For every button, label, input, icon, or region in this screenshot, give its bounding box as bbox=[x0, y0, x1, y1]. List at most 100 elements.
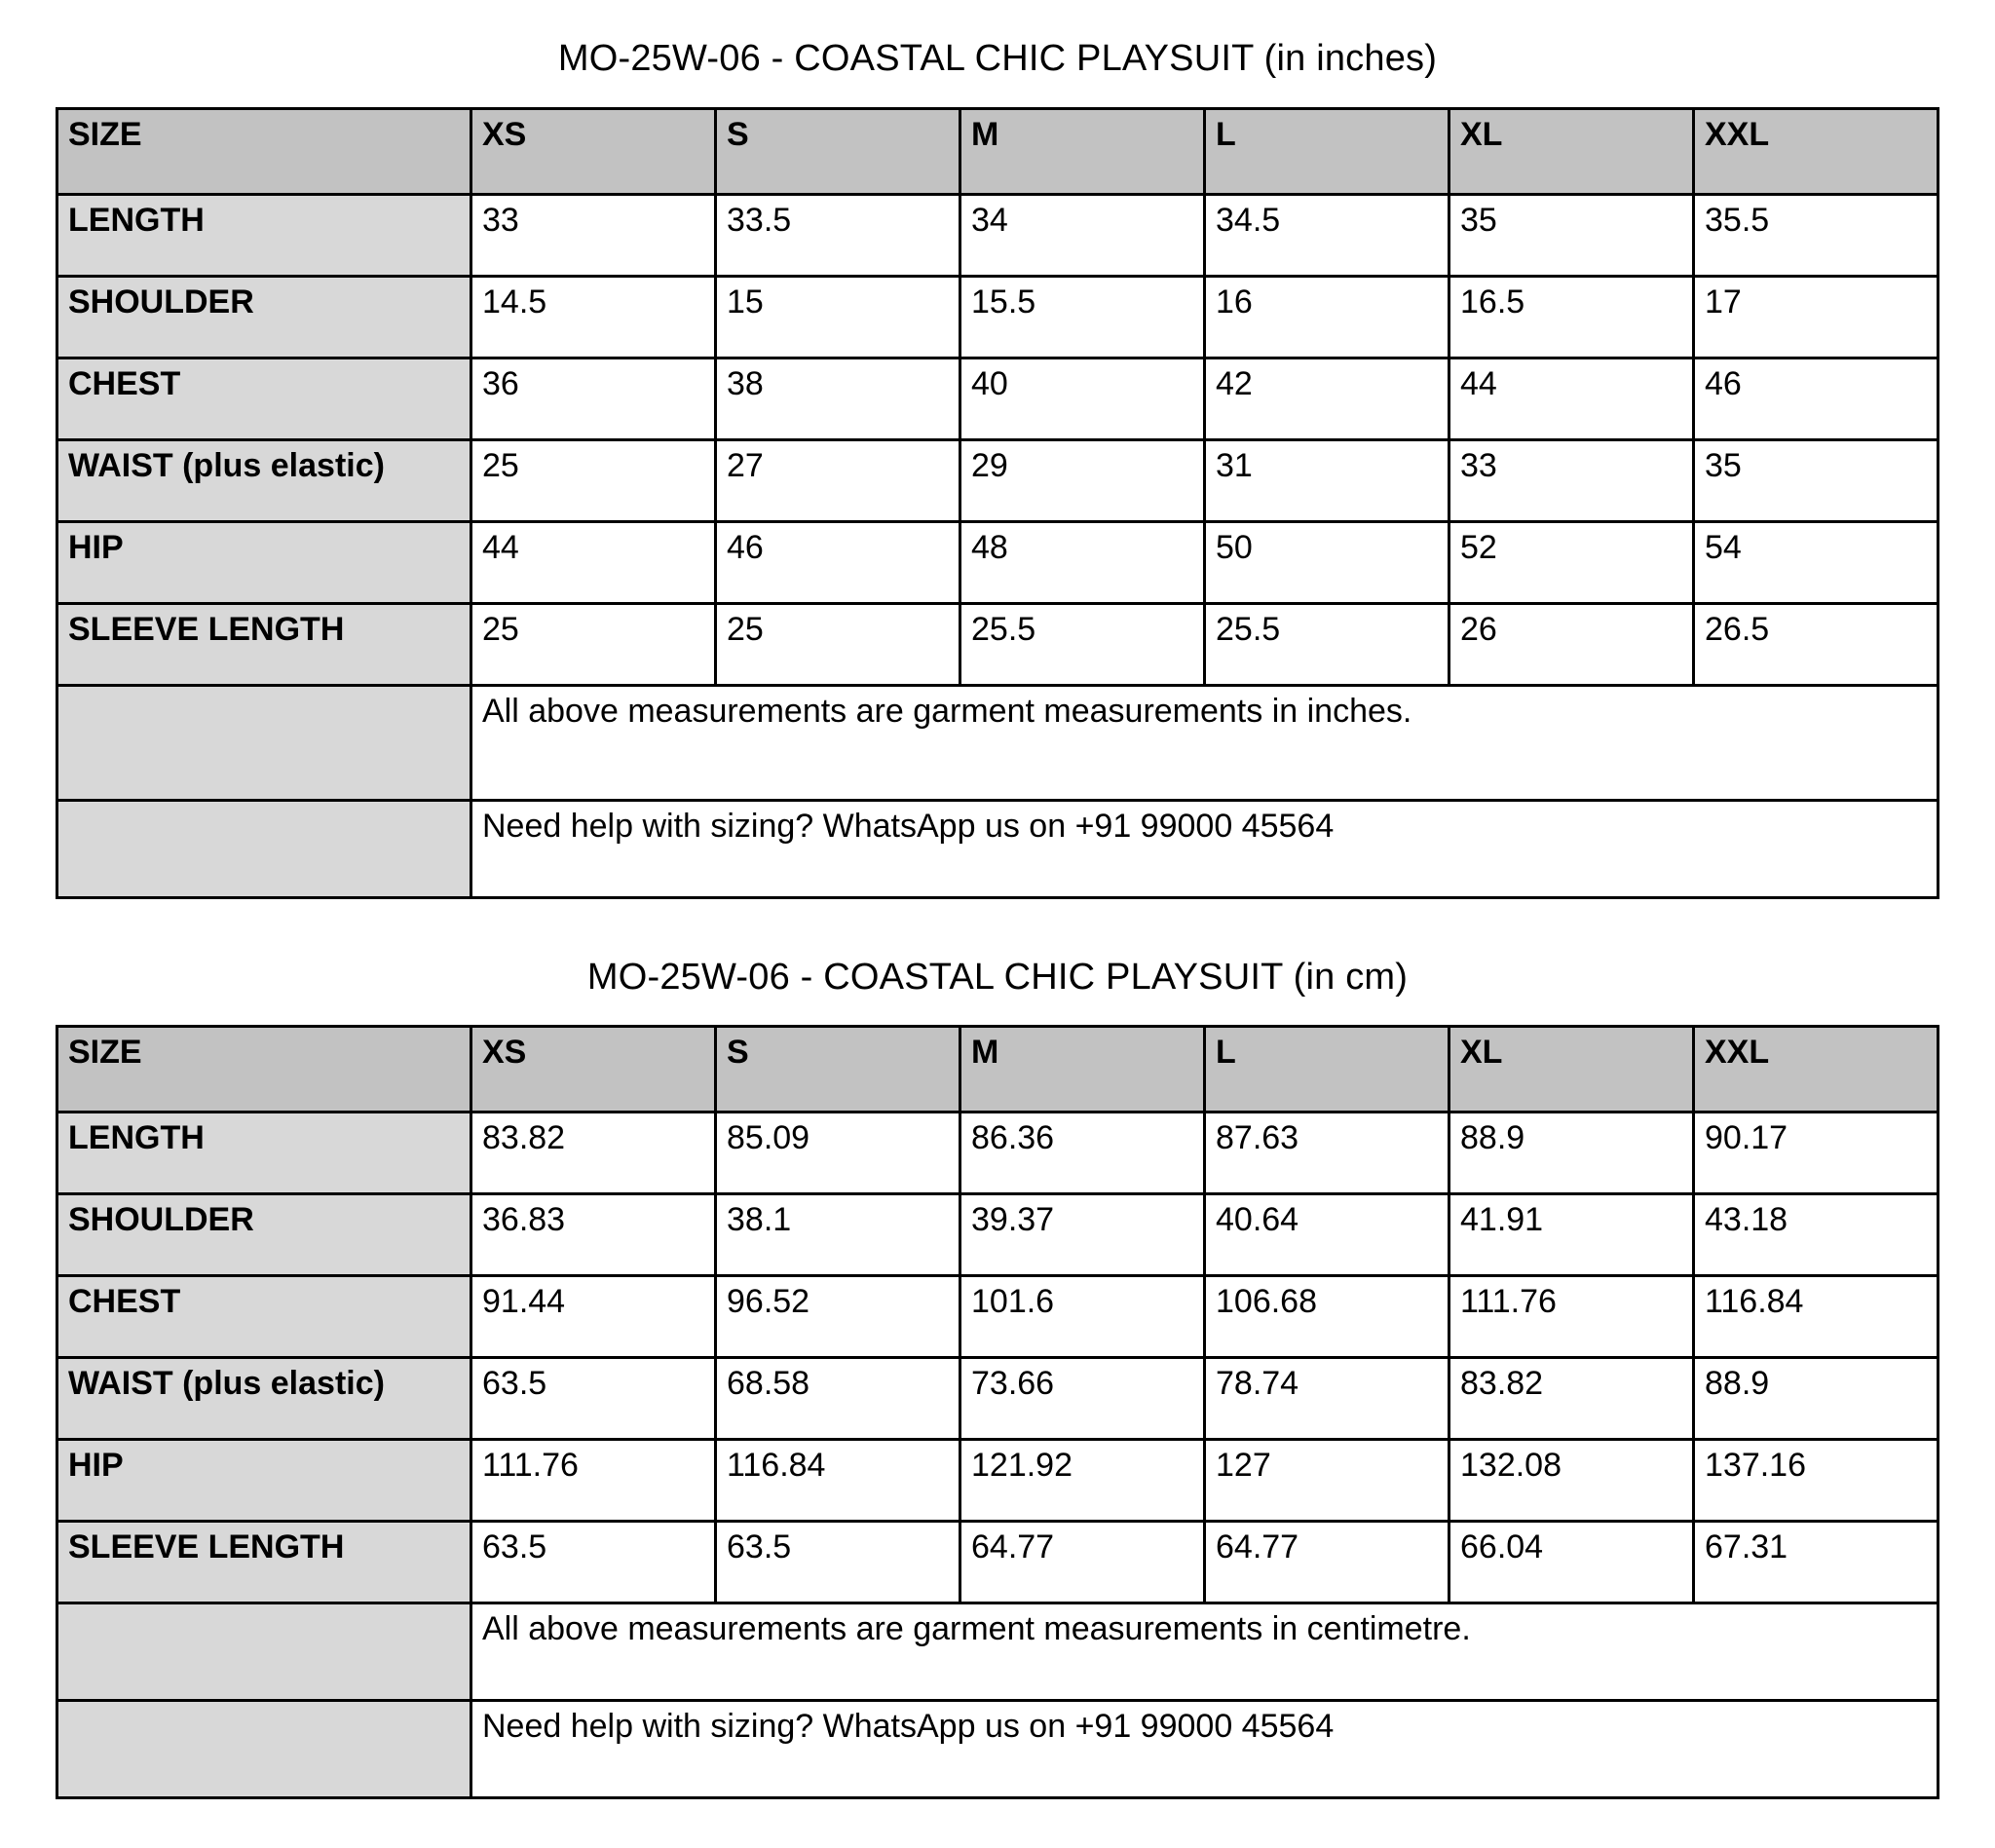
cell-chest-m: 40 bbox=[959, 356, 1206, 441]
column-header-size: SIZE bbox=[56, 1025, 472, 1114]
cell-hip-xxl: 137.16 bbox=[1692, 1438, 1939, 1524]
cell-shoulder-m: 15.5 bbox=[959, 274, 1206, 359]
cell-sleeve-length-m: 64.77 bbox=[959, 1520, 1206, 1605]
table-row: LENGTH 33 33.5 34 34.5 35 35.5 bbox=[56, 192, 1939, 278]
table-row: CHEST 36 38 40 42 44 46 bbox=[56, 356, 1939, 441]
cell-waist-l: 78.74 bbox=[1203, 1356, 1450, 1442]
cell-length-xl: 88.9 bbox=[1448, 1111, 1695, 1196]
note-row-help: Need help with sizing? WhatsApp us on +9… bbox=[56, 798, 1939, 899]
row-label-hip: HIP bbox=[56, 519, 472, 605]
cell-waist-xxl: 88.9 bbox=[1692, 1356, 1939, 1442]
cell-chest-xs: 91.44 bbox=[470, 1274, 717, 1360]
cell-chest-l: 106.68 bbox=[1203, 1274, 1450, 1360]
cell-chest-xxl: 116.84 bbox=[1692, 1274, 1939, 1360]
note-blank-cell bbox=[56, 1602, 472, 1703]
cell-waist-s: 68.58 bbox=[714, 1356, 961, 1442]
cell-length-s: 33.5 bbox=[714, 192, 961, 278]
row-label-sleeve-length: SLEEVE LENGTH bbox=[56, 1520, 472, 1605]
cell-length-xxl: 35.5 bbox=[1692, 192, 1939, 278]
column-header-xxl: XXL bbox=[1692, 106, 1939, 196]
row-label-length: LENGTH bbox=[56, 192, 472, 278]
table-row: HIP 111.76 116.84 121.92 127 132.08 137.… bbox=[56, 1438, 1939, 1524]
cell-length-xs: 83.82 bbox=[470, 1111, 717, 1196]
column-header-s: S bbox=[714, 106, 961, 196]
cell-shoulder-m: 39.37 bbox=[959, 1192, 1206, 1278]
cell-sleeve-length-l: 25.5 bbox=[1203, 601, 1450, 687]
row-label-chest: CHEST bbox=[56, 356, 472, 441]
cell-shoulder-s: 15 bbox=[714, 274, 961, 359]
cell-chest-xl: 111.76 bbox=[1448, 1274, 1695, 1360]
cell-shoulder-s: 38.1 bbox=[714, 1192, 961, 1278]
column-header-xs: XS bbox=[470, 1025, 717, 1114]
cm-chart-block: MO-25W-06 - COASTAL CHIC PLAYSUIT (in cm… bbox=[0, 899, 1995, 1800]
cell-shoulder-xl: 41.91 bbox=[1448, 1192, 1695, 1278]
column-header-xs: XS bbox=[470, 106, 717, 196]
cell-hip-l: 127 bbox=[1203, 1438, 1450, 1524]
cell-hip-m: 121.92 bbox=[959, 1438, 1206, 1524]
cell-hip-m: 48 bbox=[959, 519, 1206, 605]
cell-chest-xl: 44 bbox=[1448, 356, 1695, 441]
note-whatsapp-text: Need help with sizing? WhatsApp us on +9… bbox=[470, 798, 1939, 899]
inches-chart-block: MO-25W-06 - COASTAL CHIC PLAYSUIT (in in… bbox=[0, 0, 1995, 899]
cell-waist-m: 29 bbox=[959, 437, 1206, 523]
column-header-m: M bbox=[959, 106, 1206, 196]
cell-shoulder-l: 40.64 bbox=[1203, 1192, 1450, 1278]
row-label-hip: HIP bbox=[56, 1438, 472, 1524]
cell-length-l: 34.5 bbox=[1203, 192, 1450, 278]
row-label-length: LENGTH bbox=[56, 1111, 472, 1196]
cell-waist-xl: 83.82 bbox=[1448, 1356, 1695, 1442]
column-header-size: SIZE bbox=[56, 106, 472, 196]
column-header-l: L bbox=[1203, 1025, 1450, 1114]
table-row: SHOULDER 14.5 15 15.5 16 16.5 17 bbox=[56, 274, 1939, 359]
cell-chest-xxl: 46 bbox=[1692, 356, 1939, 441]
cell-chest-l: 42 bbox=[1203, 356, 1450, 441]
note-row-units: All above measurements are garment measu… bbox=[56, 1602, 1939, 1703]
row-label-chest: CHEST bbox=[56, 1274, 472, 1360]
table-row: WAIST (plus elastic) 25 27 29 31 33 35 bbox=[56, 437, 1939, 523]
cell-waist-l: 31 bbox=[1203, 437, 1450, 523]
note-row-units: All above measurements are garment measu… bbox=[56, 683, 1939, 802]
note-blank-cell bbox=[56, 798, 472, 899]
cell-hip-xs: 44 bbox=[470, 519, 717, 605]
cell-shoulder-l: 16 bbox=[1203, 274, 1450, 359]
cell-hip-xl: 52 bbox=[1448, 519, 1695, 605]
cell-length-s: 85.09 bbox=[714, 1111, 961, 1196]
note-units-text: All above measurements are garment measu… bbox=[470, 1602, 1939, 1703]
note-blank-cell bbox=[56, 1699, 472, 1800]
cell-sleeve-length-m: 25.5 bbox=[959, 601, 1206, 687]
cell-hip-s: 46 bbox=[714, 519, 961, 605]
cm-table-title: MO-25W-06 - COASTAL CHIC PLAYSUIT (in cm… bbox=[586, 956, 1409, 998]
column-header-m: M bbox=[959, 1025, 1206, 1114]
cell-chest-m: 101.6 bbox=[959, 1274, 1206, 1360]
cell-waist-xl: 33 bbox=[1448, 437, 1695, 523]
table-row: SHOULDER 36.83 38.1 39.37 40.64 41.91 43… bbox=[56, 1192, 1939, 1278]
table-row: WAIST (plus elastic) 63.5 68.58 73.66 78… bbox=[56, 1356, 1939, 1442]
column-header-xl: XL bbox=[1448, 1025, 1695, 1114]
cell-chest-xs: 36 bbox=[470, 356, 717, 441]
table-row: SLEEVE LENGTH 25 25 25.5 25.5 26 26.5 bbox=[56, 601, 1939, 687]
table-row: LENGTH 83.82 85.09 86.36 87.63 88.9 90.1… bbox=[56, 1111, 1939, 1196]
cell-sleeve-length-l: 64.77 bbox=[1203, 1520, 1450, 1605]
inches-size-table: SIZE XS S M L XL XXL LENGTH 33 33.5 34 3… bbox=[56, 106, 1939, 899]
row-label-shoulder: SHOULDER bbox=[56, 1192, 472, 1278]
table-row: SLEEVE LENGTH 63.5 63.5 64.77 64.77 66.0… bbox=[56, 1520, 1939, 1605]
cell-length-l: 87.63 bbox=[1203, 1111, 1450, 1196]
cell-hip-xxl: 54 bbox=[1692, 519, 1939, 605]
cell-length-xs: 33 bbox=[470, 192, 717, 278]
inches-table-title: MO-25W-06 - COASTAL CHIC PLAYSUIT (in in… bbox=[557, 38, 1438, 79]
cell-sleeve-length-xl: 26 bbox=[1448, 601, 1695, 687]
row-label-waist: WAIST (plus elastic) bbox=[56, 1356, 472, 1442]
cm-size-table: SIZE XS S M L XL XXL LENGTH 83.82 85.09 … bbox=[56, 1025, 1939, 1800]
cell-chest-s: 96.52 bbox=[714, 1274, 961, 1360]
cell-hip-s: 116.84 bbox=[714, 1438, 961, 1524]
cell-hip-xl: 132.08 bbox=[1448, 1438, 1695, 1524]
cell-shoulder-xxl: 43.18 bbox=[1692, 1192, 1939, 1278]
cell-sleeve-length-s: 63.5 bbox=[714, 1520, 961, 1605]
cell-sleeve-length-xxl: 67.31 bbox=[1692, 1520, 1939, 1605]
row-label-shoulder: SHOULDER bbox=[56, 274, 472, 359]
column-header-l: L bbox=[1203, 106, 1450, 196]
note-whatsapp-text: Need help with sizing? WhatsApp us on +9… bbox=[470, 1699, 1939, 1800]
cell-length-xxl: 90.17 bbox=[1692, 1111, 1939, 1196]
cell-sleeve-length-xl: 66.04 bbox=[1448, 1520, 1695, 1605]
